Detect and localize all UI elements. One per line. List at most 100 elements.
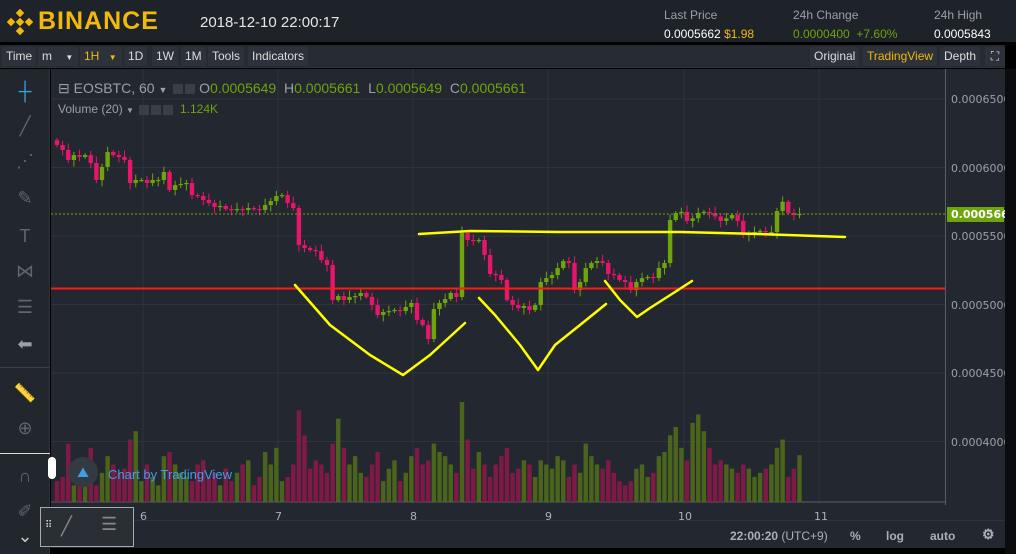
interval-dropdown[interactable]: 1H ▼ bbox=[80, 47, 122, 66]
volume-bar bbox=[285, 477, 290, 502]
close-icon[interactable] bbox=[163, 104, 174, 115]
chart-area[interactable] bbox=[51, 69, 1005, 527]
interval-1m[interactable]: 1M bbox=[181, 47, 206, 66]
left-shoulder-drawing bbox=[293, 283, 467, 377]
candle-body bbox=[555, 268, 560, 276]
magnet-icon[interactable]: ∩ bbox=[18, 466, 32, 486]
pattern-icon[interactable]: ⋈ bbox=[16, 261, 34, 281]
candle-body bbox=[257, 209, 262, 211]
volume-bar bbox=[268, 464, 273, 502]
minutes-dropdown[interactable]: m ▼ bbox=[38, 47, 78, 66]
tradingview-watermark[interactable]: Chart by TradingView bbox=[108, 467, 233, 482]
depth-view-button[interactable]: Depth bbox=[940, 47, 981, 66]
eye-icon[interactable] bbox=[139, 104, 150, 115]
settings-gear-icon[interactable]: ⚙ bbox=[982, 526, 995, 542]
candle-body bbox=[797, 213, 802, 216]
volume-bar bbox=[347, 464, 352, 502]
candle-body bbox=[240, 209, 245, 211]
candle-body bbox=[476, 239, 482, 242]
last-price-stat: Last Price 0.0005662 $1.98 bbox=[664, 8, 754, 41]
chevron-down-icon[interactable]: ⌄ bbox=[17, 526, 33, 546]
sidebar-toggle-handle[interactable] bbox=[48, 457, 56, 479]
change-value: 0.0000400 bbox=[793, 27, 850, 41]
indicators-button[interactable]: Indicators bbox=[248, 47, 309, 66]
text-icon[interactable]: T bbox=[19, 226, 31, 246]
volume-bar bbox=[729, 468, 735, 502]
candle-body bbox=[510, 299, 515, 306]
price-axis[interactable] bbox=[945, 69, 1005, 505]
drag-handle-icon[interactable]: ⠿ bbox=[45, 520, 53, 531]
settings-icon[interactable] bbox=[185, 84, 196, 95]
horizontal-lines-icon[interactable]: ☰ bbox=[101, 514, 118, 534]
candle-body bbox=[735, 215, 740, 221]
volume-bar bbox=[769, 464, 774, 502]
candle-body bbox=[274, 195, 279, 202]
candle-body bbox=[324, 259, 330, 266]
volume-label[interactable]: Volume (20) bbox=[58, 102, 123, 116]
candle-body bbox=[122, 156, 127, 160]
symbol-name[interactable]: EOSBTC, 60 bbox=[73, 80, 155, 96]
volume-bar bbox=[538, 460, 543, 502]
volume-bar bbox=[279, 481, 285, 502]
caret-down-icon: ▼ bbox=[108, 53, 117, 62]
eye-icon[interactable] bbox=[173, 84, 184, 95]
crosshair-icon[interactable]: ┼ bbox=[18, 81, 32, 101]
original-view-button[interactable]: Original bbox=[810, 47, 860, 66]
candle-body bbox=[786, 201, 791, 213]
interval-1d[interactable]: 1D bbox=[124, 47, 148, 66]
arrow-left-icon[interactable]: ⬅ bbox=[17, 334, 33, 354]
candle-body bbox=[589, 262, 594, 269]
candle-body bbox=[690, 218, 695, 221]
high-value: 0.0005843 bbox=[934, 27, 991, 41]
time-button[interactable]: Time bbox=[2, 47, 37, 66]
tradingview-view-button[interactable]: TradingView bbox=[863, 47, 938, 66]
trend-line-icon[interactable]: ╱ bbox=[19, 116, 31, 136]
candle-body bbox=[229, 209, 234, 211]
caret-down-icon[interactable]: ▼ bbox=[158, 85, 168, 95]
caret-down-icon[interactable]: ▼ bbox=[126, 106, 134, 115]
tools-button[interactable]: Tools bbox=[208, 47, 245, 66]
volume-bar bbox=[296, 410, 302, 502]
candle-body bbox=[712, 212, 718, 217]
zoom-in-icon[interactable]: ⊕ bbox=[17, 418, 33, 438]
volume-bar bbox=[122, 468, 127, 502]
trend-line-icon[interactable]: ╱ bbox=[61, 516, 72, 536]
settings-icon[interactable] bbox=[151, 104, 162, 115]
volume-bar bbox=[195, 464, 200, 502]
collapse-icon[interactable]: ⊟ bbox=[58, 80, 70, 96]
log-toggle[interactable]: log bbox=[886, 529, 904, 543]
volume-bar bbox=[504, 447, 510, 502]
candle-body bbox=[262, 205, 268, 210]
auto-toggle[interactable]: auto bbox=[930, 529, 956, 543]
volume-bar bbox=[257, 477, 262, 502]
volume-bar bbox=[763, 468, 768, 502]
percent-toggle[interactable]: % bbox=[850, 529, 861, 543]
volume-bar bbox=[206, 477, 212, 502]
interval-1w[interactable]: 1W bbox=[152, 47, 178, 66]
volume-bar bbox=[555, 456, 560, 502]
candle-body bbox=[336, 296, 341, 300]
volume-bar bbox=[510, 472, 515, 502]
volume-bar bbox=[606, 460, 611, 502]
divider bbox=[0, 453, 50, 454]
candle-body bbox=[431, 309, 437, 340]
candle-body bbox=[313, 249, 318, 252]
candle-body bbox=[724, 218, 729, 221]
drawing-favorites-panel[interactable]: ⠿ ╱ ☰ bbox=[40, 507, 134, 547]
fullscreen-icon[interactable]: ⛶ bbox=[985, 47, 1005, 66]
candle-body bbox=[234, 209, 240, 211]
scrollbar[interactable] bbox=[1005, 69, 1016, 554]
binance-logo[interactable]: BINANCE bbox=[6, 7, 159, 36]
price-chart[interactable] bbox=[51, 69, 1005, 505]
lock-drawing-icon[interactable]: ✐ bbox=[17, 501, 33, 521]
fibonacci-icon[interactable]: ☰ bbox=[16, 297, 34, 317]
candle-body bbox=[442, 299, 448, 303]
volume-bar bbox=[397, 481, 403, 502]
volume-bar bbox=[307, 468, 313, 502]
volume-bar bbox=[156, 485, 161, 502]
pitchfork-icon[interactable]: ⋰ bbox=[16, 151, 34, 171]
ruler-icon[interactable]: 📏 bbox=[13, 383, 37, 403]
brush-icon[interactable]: ✎ bbox=[17, 188, 33, 208]
volume-bar bbox=[111, 464, 116, 502]
price-label: 0.0006000 bbox=[951, 162, 1011, 175]
